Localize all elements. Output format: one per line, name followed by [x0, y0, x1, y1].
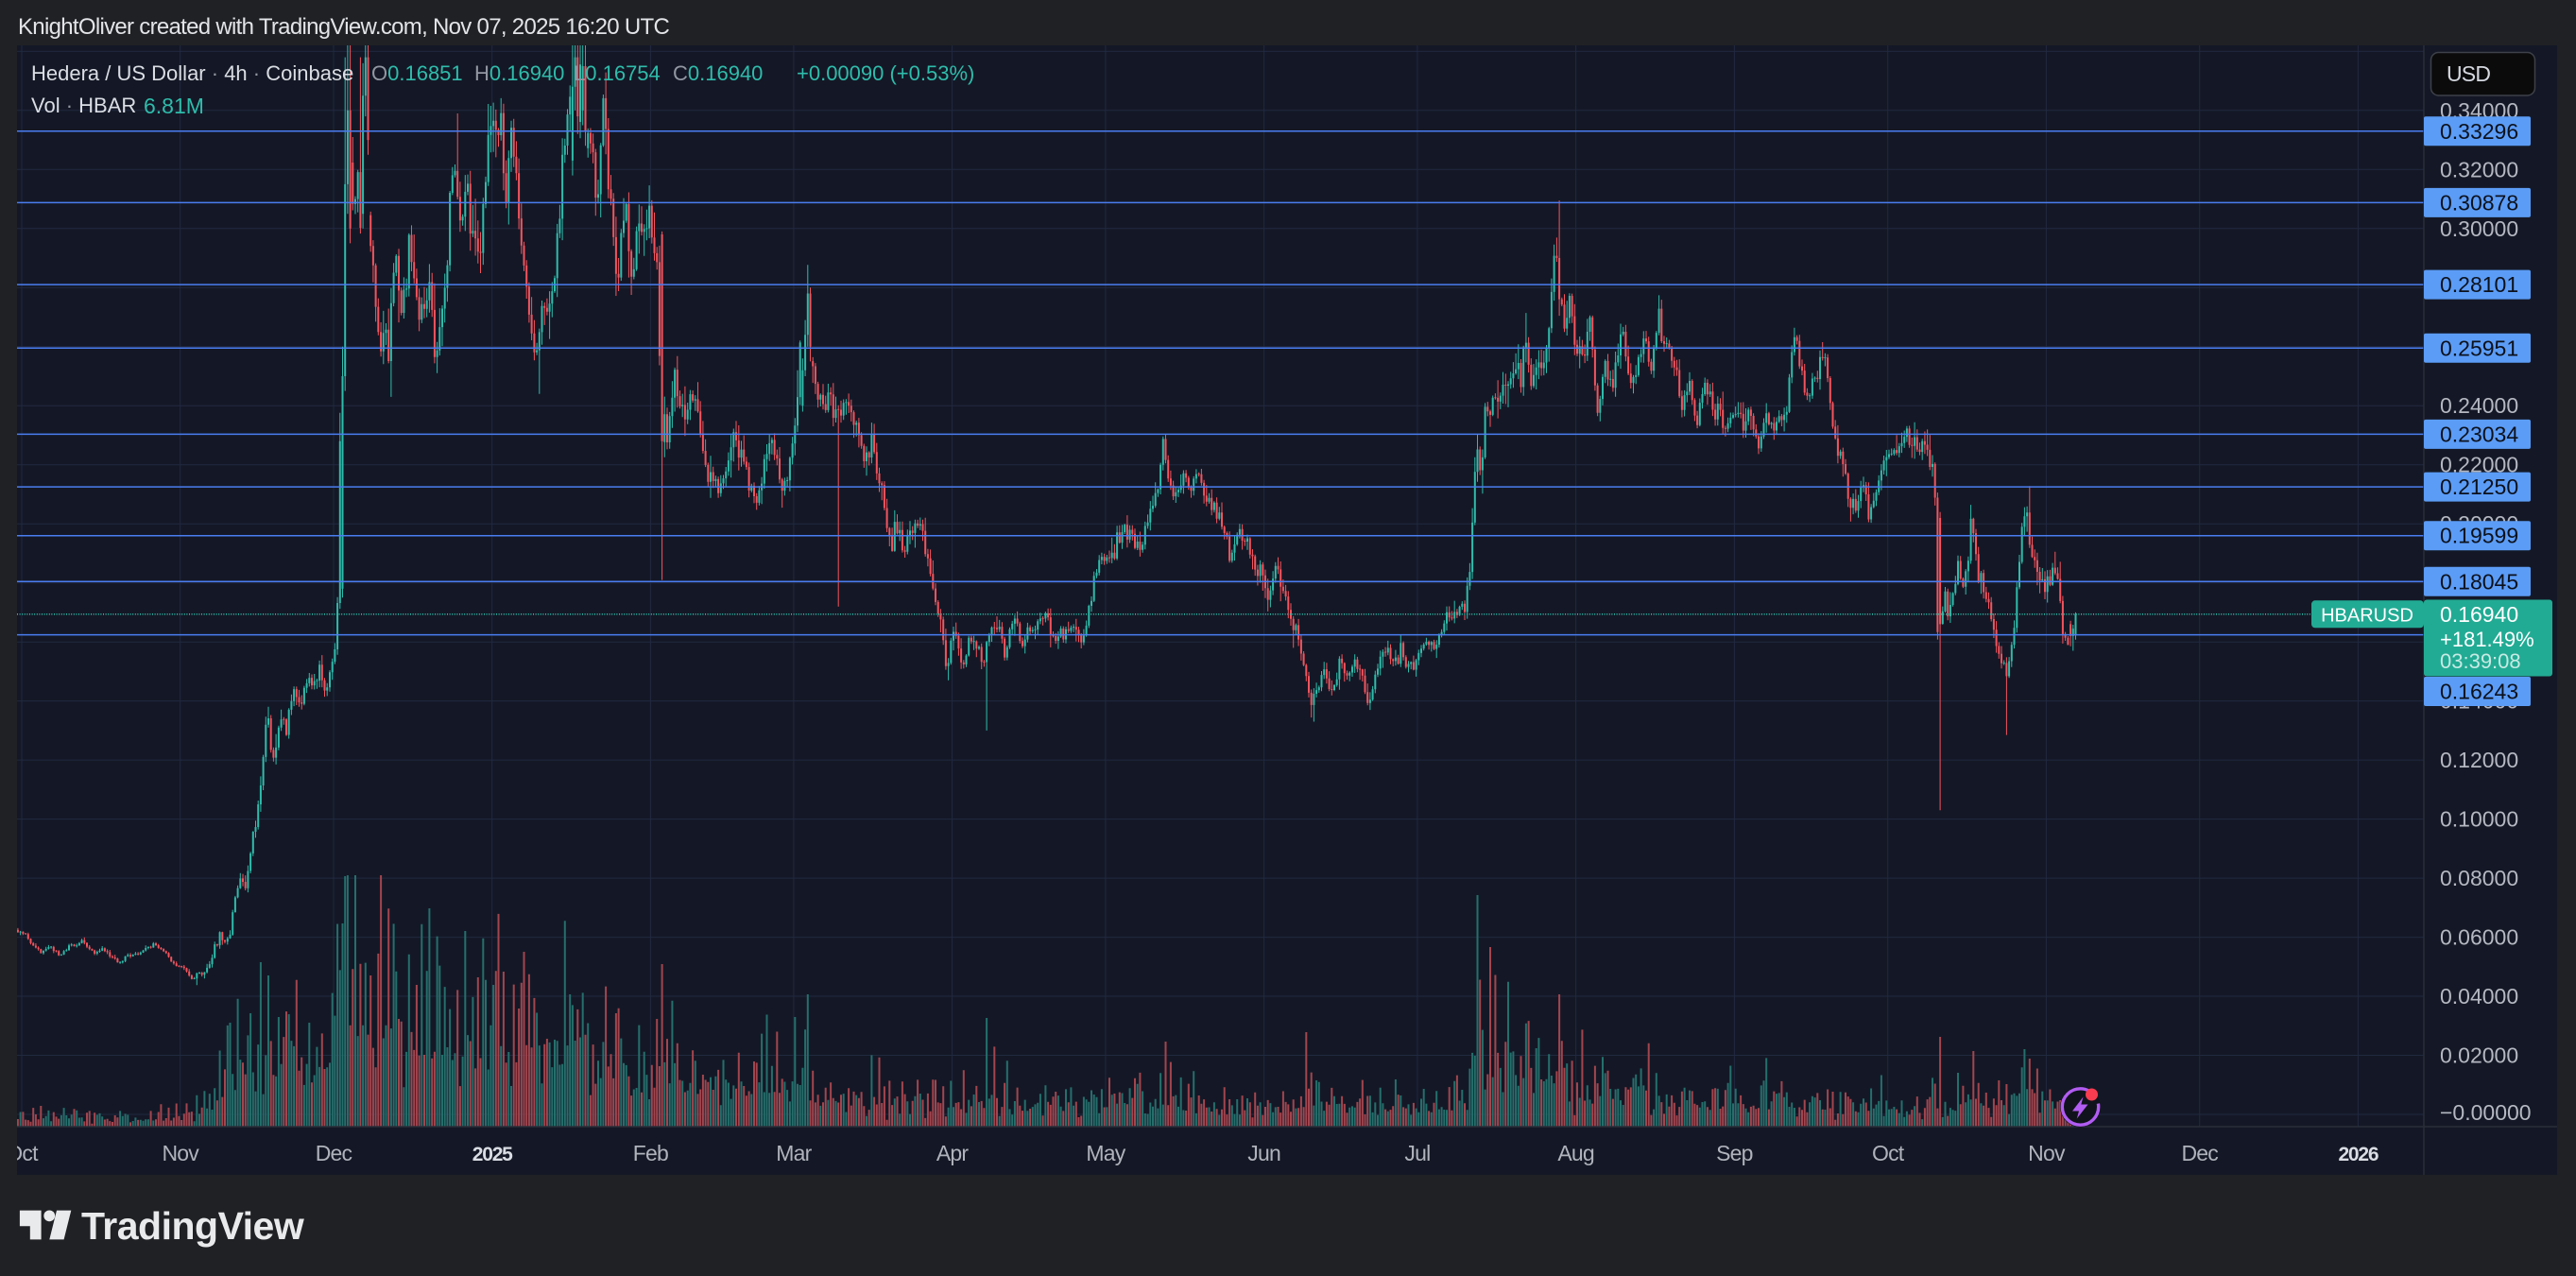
svg-text:0.24000: 0.24000	[2440, 393, 2518, 418]
svg-text:2026: 2026	[2338, 1144, 2378, 1165]
svg-text:03:39:08: 03:39:08	[2440, 649, 2521, 673]
svg-text:0.21250: 0.21250	[2440, 474, 2518, 499]
svg-text:0.30878: 0.30878	[2440, 190, 2518, 215]
svg-text:Dec: Dec	[2181, 1141, 2218, 1165]
svg-text:Oct: Oct	[17, 1141, 39, 1165]
svg-text:Nov: Nov	[162, 1141, 199, 1165]
svg-text:0.16940: 0.16940	[2440, 602, 2518, 627]
svg-text:0.19599: 0.19599	[2440, 524, 2518, 548]
svg-text:Jun: Jun	[1247, 1141, 1280, 1165]
svg-text:0.18045: 0.18045	[2440, 569, 2518, 594]
svg-text:Aug: Aug	[1557, 1141, 1594, 1165]
svg-text:May: May	[1086, 1141, 1125, 1165]
svg-text:−0.00000: −0.00000	[2440, 1100, 2532, 1125]
svg-text:0.30000: 0.30000	[2440, 216, 2518, 241]
svg-text:Mar: Mar	[776, 1141, 812, 1165]
svg-text:USD: USD	[2447, 61, 2490, 86]
svg-text:Sep: Sep	[1716, 1141, 1753, 1165]
svg-text:0.08000: 0.08000	[2440, 866, 2518, 890]
svg-text:0.25951: 0.25951	[2440, 336, 2518, 360]
svg-text:Dec: Dec	[316, 1141, 352, 1165]
svg-text:+181.49%: +181.49%	[2440, 628, 2534, 651]
svg-text:Apr: Apr	[936, 1141, 970, 1165]
svg-text:Oct: Oct	[1872, 1141, 1905, 1165]
svg-text:0.10000: 0.10000	[2440, 807, 2518, 832]
svg-text:Jul: Jul	[1404, 1141, 1430, 1165]
svg-text:2025: 2025	[472, 1144, 513, 1165]
svg-text:Nov: Nov	[2028, 1141, 2066, 1165]
svg-text:0.28101: 0.28101	[2440, 272, 2518, 297]
svg-text:0.02000: 0.02000	[2440, 1043, 2518, 1068]
svg-text:0.32000: 0.32000	[2440, 157, 2518, 181]
svg-text:0.23034: 0.23034	[2440, 422, 2518, 446]
svg-text:0.06000: 0.06000	[2440, 925, 2518, 950]
svg-text:0.12000: 0.12000	[2440, 748, 2518, 772]
svg-text:0.16243: 0.16243	[2440, 680, 2518, 704]
svg-text:HBARUSD: HBARUSD	[2321, 605, 2413, 626]
svg-text:0.33296: 0.33296	[2440, 119, 2518, 144]
svg-text:0.04000: 0.04000	[2440, 984, 2518, 1009]
svg-text:TradingView: TradingView	[81, 1204, 304, 1248]
svg-text:Feb: Feb	[633, 1141, 668, 1165]
